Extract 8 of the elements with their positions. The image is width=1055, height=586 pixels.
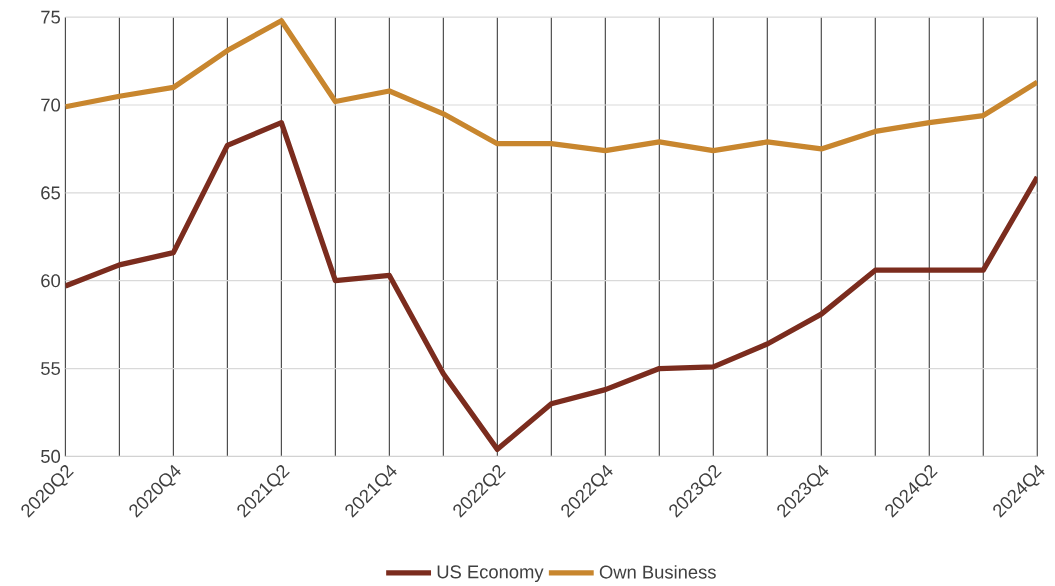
y-tick-label: 60	[41, 274, 61, 288]
y-tick-label: 75	[41, 10, 60, 24]
legend-label: US Economy	[437, 565, 544, 583]
y-tick-label: 65	[41, 186, 60, 200]
y-tick-label: 55	[41, 362, 60, 376]
y-tick-label: 50	[41, 450, 61, 464]
legend-label: Own Business	[599, 565, 716, 579]
y-tick-label: 70	[41, 98, 61, 112]
